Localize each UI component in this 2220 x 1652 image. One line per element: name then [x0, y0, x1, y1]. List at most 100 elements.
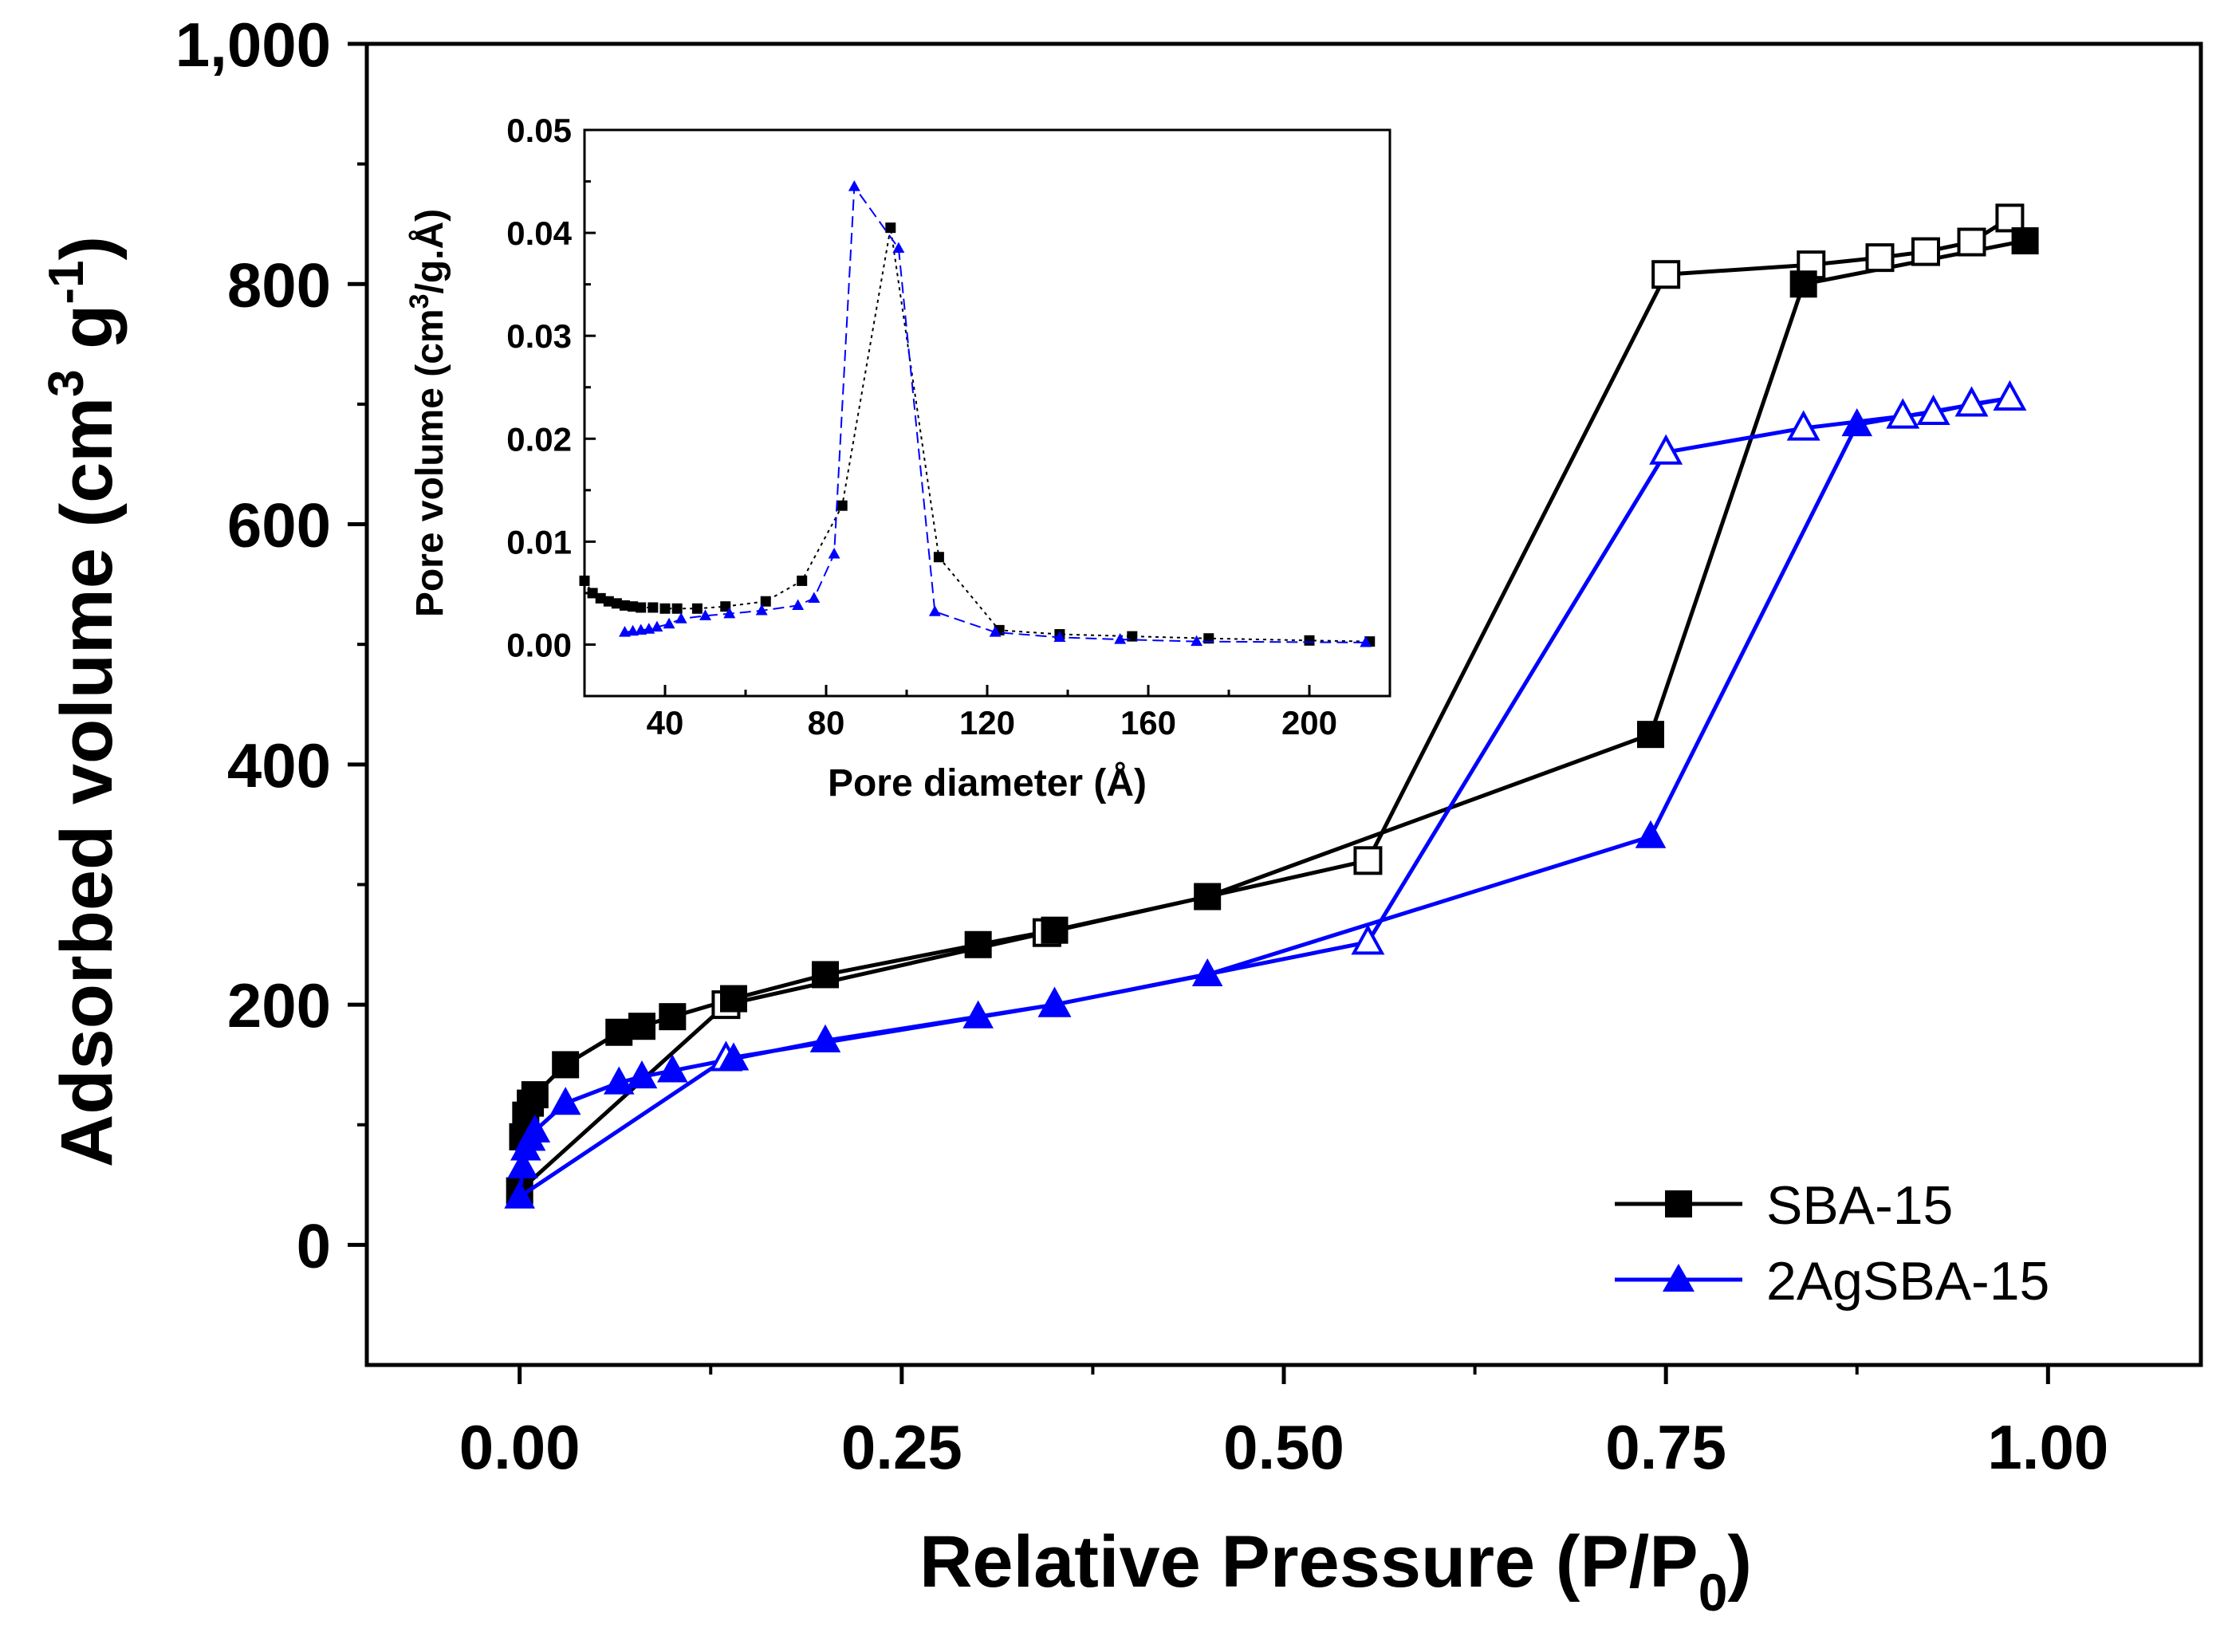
main-y-tick-label: 600	[227, 490, 331, 560]
inset-point-2agsba15	[828, 547, 840, 559]
inset-point-2agsba15	[1191, 635, 1203, 647]
inset-x-tick-label: 160	[1120, 704, 1176, 741]
main-x-tick-label: 0.25	[841, 1412, 962, 1482]
inset-point-2agsba15	[663, 617, 675, 629]
main-x-tick-label: 0.50	[1223, 1412, 1344, 1482]
inset-series-2agsba15	[619, 180, 1372, 647]
adsorption-point-2agsba15	[1635, 820, 1667, 848]
adsorption-point-sba15	[964, 930, 992, 958]
adsorption-point-2agsba15	[1039, 988, 1070, 1017]
adsorption-point-2agsba15	[626, 1060, 658, 1089]
inset-point-2agsba15	[848, 180, 860, 191]
main-y-tick-label: 800	[227, 250, 331, 320]
inset-point-2agsba15	[1360, 635, 1372, 647]
inset-point-2agsba15	[635, 623, 648, 635]
adsorption-point-sba15	[1041, 916, 1069, 944]
inset-y-tick-label: 0.03	[506, 317, 572, 355]
adsorption-point-2agsba15	[657, 1054, 688, 1083]
adsorption-point-2agsba15	[507, 1150, 538, 1179]
inset-point-2agsba15	[675, 612, 687, 623]
inset-point-2agsba15	[755, 604, 768, 616]
inset-series	[579, 180, 1376, 647]
desorption-point-2agsba15	[1786, 410, 1820, 441]
inset-point-2agsba15	[1053, 631, 1066, 643]
desorption-point-sba15	[1911, 237, 1940, 266]
inset-x-tick-label: 120	[959, 704, 1015, 741]
inset-point-sba15	[671, 603, 683, 614]
adsorption-point-sba15	[720, 985, 747, 1013]
adsorption-point-2agsba15	[504, 1180, 535, 1209]
inset-point-sba15	[1304, 635, 1315, 646]
inset-point-sba15	[720, 601, 731, 612]
adsorption-point-2agsba15	[603, 1066, 635, 1095]
adsorption-point-2agsba15	[519, 1114, 551, 1143]
inset-point-2agsba15	[651, 620, 663, 632]
desorption-point-sba15	[1353, 846, 1383, 875]
adsorption-point-2agsba15	[549, 1087, 581, 1115]
adsorption-point-sba15	[521, 1081, 549, 1109]
legend-label-2agsba15: 2AgSBA-15	[1766, 1251, 2049, 1312]
inset-point-sba15	[648, 602, 659, 613]
main-y-tick-label: 1,000	[175, 10, 331, 80]
inset-point-2agsba15	[989, 626, 1002, 637]
inset-point-2agsba15	[1114, 633, 1127, 644]
desorption-point-sba15	[1995, 203, 2025, 233]
adsorption-point-sba15	[2011, 227, 2039, 255]
adsorption-point-2agsba15	[1841, 408, 1873, 437]
desorption-point-2agsba15	[1993, 380, 2027, 411]
desorption-point-2agsba15	[1916, 394, 1950, 426]
adsorption-point-sba15	[812, 961, 839, 989]
desorption-point-sba15	[1957, 227, 1986, 257]
desorption-point-sba15	[1651, 260, 1681, 289]
inset-y-tick-label: 0.02	[506, 420, 572, 458]
inset-point-sba15	[636, 602, 647, 613]
adsorption-point-2agsba15	[1191, 958, 1223, 987]
inset-point-sba15	[659, 603, 671, 614]
desorption-point-2agsba15	[1954, 386, 1989, 417]
inset-point-sba15	[885, 222, 896, 234]
adsorption-point-sba15	[605, 1018, 633, 1046]
inset-point-2agsba15	[627, 624, 640, 636]
main-y-tick-label: 200	[227, 970, 331, 1040]
adsorption-point-sba15	[1789, 270, 1817, 298]
inset-line-sba15	[584, 227, 1370, 643]
inset-x-tick-label: 200	[1281, 704, 1337, 741]
inset-point-2agsba15	[723, 607, 736, 619]
main-x-tick-label: 1.00	[1987, 1412, 2108, 1482]
desorption-point-2agsba15	[1351, 924, 1385, 955]
adsorption-point-sba15	[1194, 883, 1222, 911]
main-x-tick-label: 0.00	[459, 1412, 581, 1482]
main-y-tick-label: 400	[227, 730, 331, 800]
legend-marker-sba15	[1665, 1190, 1692, 1217]
adsorption-point-2agsba15	[809, 1024, 841, 1052]
legend-item-sba15: SBA-15	[1615, 1175, 1953, 1236]
legend: SBA-15 2AgSBA-15	[1615, 1175, 2049, 1312]
main-y-axis-title: Adsorbed volume (cm3 g-1)	[39, 236, 128, 1167]
inset-point-sba15	[691, 603, 703, 614]
adsorption-point-sba15	[1637, 721, 1664, 749]
inset-point-2agsba15	[792, 599, 805, 610]
adsorption-point-sba15	[659, 1003, 687, 1031]
inset-y-tick-label: 0.05	[506, 112, 572, 149]
inset-point-sba15	[1127, 631, 1138, 642]
inset-point-sba15	[836, 500, 848, 511]
series-2agsba15	[504, 380, 2027, 1209]
inset-point-2agsba15	[808, 592, 821, 603]
adsorption-point-2agsba15	[962, 1000, 994, 1029]
series-sba15	[506, 203, 2039, 1205]
inset-y-tick-label: 0.00	[506, 626, 572, 663]
inset-point-2agsba15	[699, 609, 711, 620]
inset-point-2agsba15	[892, 242, 905, 254]
desorption-point-2agsba15	[1649, 434, 1683, 465]
inset-y-tick-label: 0.04	[506, 214, 572, 252]
legend-item-2agsba15: 2AgSBA-15	[1615, 1251, 2049, 1312]
desorption-point-sba15	[1865, 243, 1895, 273]
inset-point-2agsba15	[928, 605, 941, 616]
inset-y-axis-title: Pore volume (cm3/g.Å)	[404, 209, 451, 617]
inset-ticks: 40 80 120 160 200 0.00 0.01 0.02 0.03 0.04 0.05	[506, 112, 1337, 741]
main-y-tick-label: 0	[297, 1210, 331, 1280]
inset-x-tick-label: 40	[647, 704, 684, 741]
main-x-tick-label: 0.75	[1605, 1412, 1726, 1482]
inset-plot-frame	[583, 128, 1391, 698]
